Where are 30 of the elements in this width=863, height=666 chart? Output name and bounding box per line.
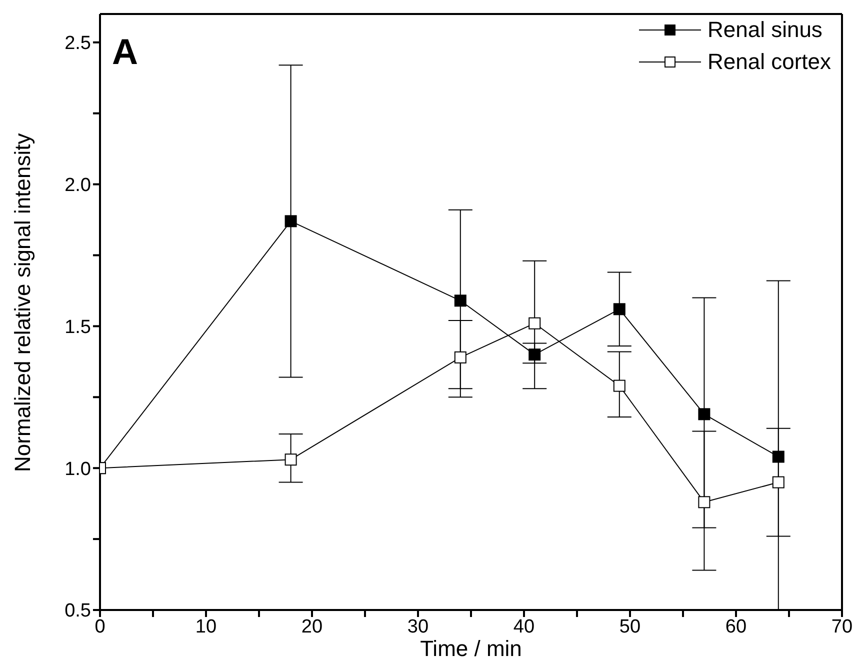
x-tick-label: 20: [301, 616, 323, 638]
point: [698, 408, 710, 420]
x-tick-label: 30: [407, 616, 429, 638]
point: [454, 294, 466, 307]
x-axis-title: Time / min: [420, 636, 522, 661]
point: [613, 380, 626, 392]
point: [284, 215, 297, 228]
x-tick-label: 50: [619, 616, 641, 638]
point: [772, 476, 784, 488]
point: [528, 317, 541, 330]
point: [454, 351, 466, 364]
legend-label: Renal sinus: [707, 17, 822, 43]
text: 2.0: [64, 175, 91, 196]
x-tick-label: 60: [725, 616, 747, 638]
x-tick-label: 0: [94, 616, 106, 638]
point: [528, 348, 541, 361]
y-tick-label: 0.5: [64, 600, 91, 622]
x-tick-label: 10: [195, 616, 217, 638]
x-tick-label: 70: [831, 616, 853, 638]
point: [698, 496, 710, 508]
y-axis-title: Normalized relative signal intensity: [10, 133, 35, 472]
text: 1.0: [64, 458, 91, 480]
legend-label: Renal cortex: [707, 49, 831, 75]
point: [772, 450, 784, 463]
y-tick-label: 1.5: [64, 316, 91, 338]
point: [284, 454, 297, 466]
x-tick-label: 40: [513, 616, 535, 638]
annotation: A: [112, 31, 138, 72]
point: [613, 303, 626, 316]
y-tick-label: 2.5: [64, 33, 91, 54]
